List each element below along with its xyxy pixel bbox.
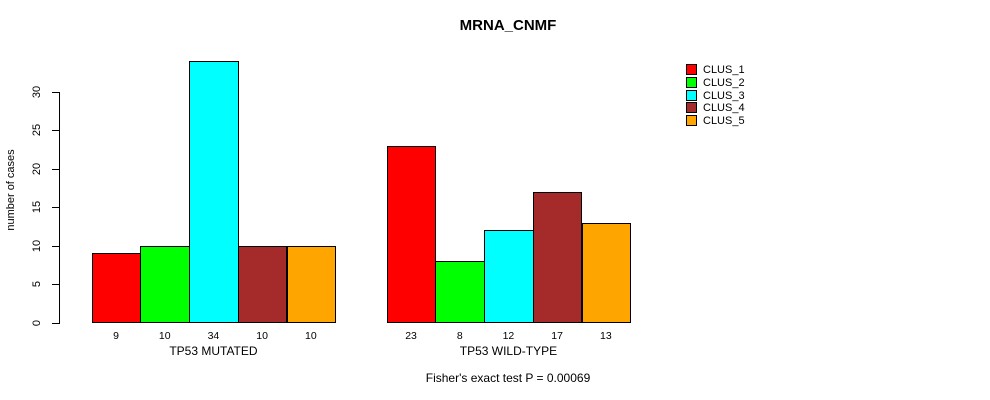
- legend-label: CLUS_5: [703, 115, 745, 128]
- y-axis-tick-label: 15: [31, 201, 43, 214]
- bar-value-label: 10: [305, 330, 317, 342]
- y-axis-tick: [52, 284, 59, 286]
- y-axis-tick: [52, 130, 59, 132]
- legend-label: CLUS_1: [703, 64, 745, 76]
- bar-clus-1-tp53-wild-type: [386, 145, 437, 324]
- y-axis-line: [59, 91, 60, 324]
- bar-value-label: 9: [113, 330, 119, 342]
- bar-value-label: 34: [207, 330, 220, 342]
- x-axis-group-label: TP53 MUTATED: [169, 343, 258, 358]
- legend-swatch-clus-4: [686, 102, 697, 114]
- y-axis-tick-label: 5: [31, 280, 43, 288]
- legend-swatch-clus-3: [686, 89, 697, 101]
- legend-label: CLUS_4: [703, 102, 745, 115]
- bar-clus-4-tp53-mutated: [237, 245, 288, 324]
- bar-value-label: 23: [405, 330, 417, 342]
- bar-value-label: 8: [456, 330, 463, 342]
- bar-value-label: 13: [600, 330, 612, 342]
- x-axis-group-label: TP53 WILD-TYPE: [459, 343, 558, 358]
- bar-clus-4-tp53-wild-type: [532, 191, 583, 324]
- bar-value-label: 10: [158, 330, 171, 342]
- legend-swatch-clus-1: [686, 64, 697, 75]
- y-axis-tick: [52, 207, 59, 209]
- y-axis-tick: [52, 322, 59, 324]
- chart-title: MRNA_CNMF: [459, 17, 557, 34]
- bar-clus-2-tp53-wild-type: [435, 260, 486, 324]
- legend-label: CLUS_3: [703, 89, 745, 102]
- y-axis-tick-label: 20: [31, 162, 43, 175]
- bar-value-label: 10: [256, 330, 268, 342]
- bar-clus-5-tp53-wild-type: [581, 222, 632, 324]
- bar-value-label: 17: [551, 330, 563, 342]
- bar-clus-5-tp53-mutated: [286, 245, 337, 324]
- legend-swatch-clus-5: [686, 115, 697, 127]
- y-axis-tick-label: 30: [31, 85, 43, 98]
- bar-clus-3-tp53-wild-type: [484, 230, 534, 324]
- y-axis-title: number of cases: [5, 149, 17, 231]
- legend-swatch-clus-2: [686, 76, 697, 88]
- y-axis-tick-label: 25: [31, 124, 43, 137]
- bar-value-label: 12: [502, 330, 515, 342]
- y-axis-tick-label: 10: [31, 239, 43, 252]
- y-axis-tick-label: 0: [31, 319, 43, 326]
- y-axis-tick: [52, 245, 59, 247]
- y-axis-tick: [52, 168, 59, 170]
- bar-clus-2-tp53-mutated: [140, 245, 191, 324]
- bar-clus-1-tp53-mutated: [91, 253, 142, 324]
- legend-label: CLUS_2: [703, 76, 745, 89]
- bar-clus-3-tp53-mutated: [189, 61, 239, 324]
- y-axis-tick: [52, 91, 59, 93]
- fisher-test-annotation: Fisher's exact test P = 0.00069: [425, 371, 591, 385]
